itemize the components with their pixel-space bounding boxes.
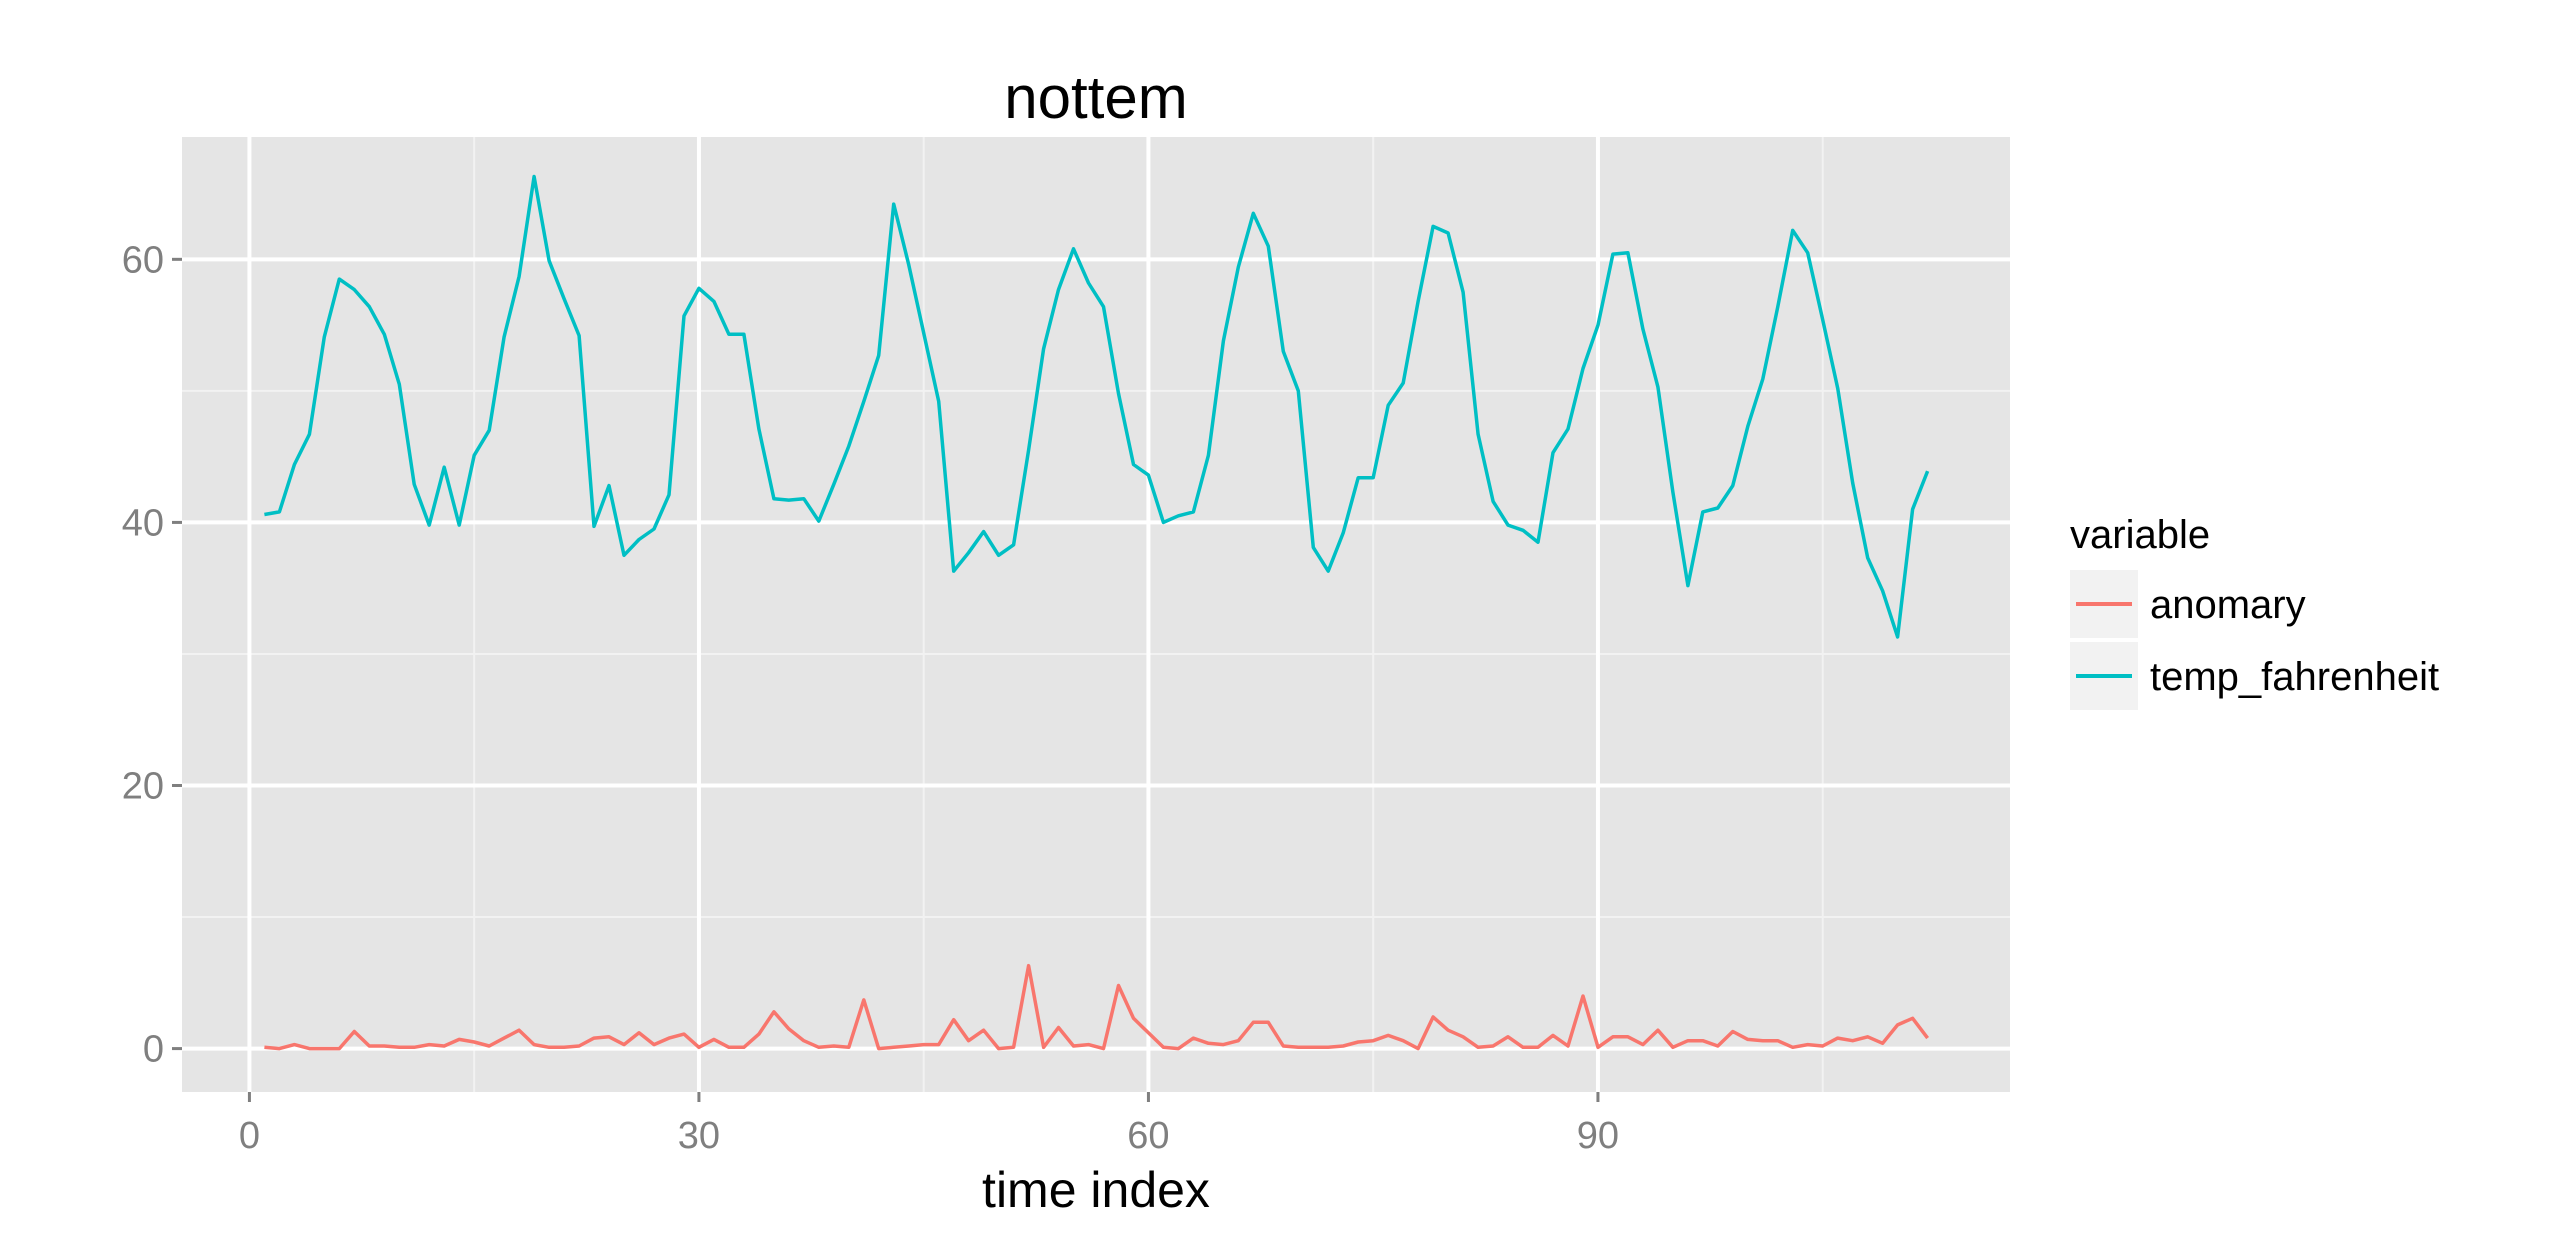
- x-tick-label: 90: [1577, 1115, 1619, 1157]
- y-tick-label: 60: [122, 239, 164, 281]
- x-tick-label: 0: [239, 1115, 260, 1157]
- panel-background: [182, 137, 2010, 1092]
- legend: variable anomary temp_fahrenheit: [2070, 513, 2439, 710]
- legend-label-temp_fahrenheit: temp_fahrenheit: [2150, 655, 2439, 699]
- x-axis: 0 30 60 90: [239, 1092, 1619, 1157]
- x-tick-label: 30: [678, 1115, 720, 1157]
- x-tick-label: 60: [1127, 1115, 1169, 1157]
- legend-title: variable: [2070, 513, 2210, 557]
- legend-label-anomary: anomary: [2150, 583, 2306, 627]
- y-tick-label: 40: [122, 502, 164, 544]
- y-tick-label: 0: [143, 1029, 164, 1071]
- series-line-temp_fahrenheit: [264, 174, 1930, 639]
- series-line-anomary: [264, 963, 1929, 1051]
- y-axis: 0 20 40 60: [122, 239, 182, 1071]
- x-axis-title: time index: [982, 1162, 1210, 1218]
- chart-title: nottem: [1004, 64, 1187, 131]
- major-gridlines: [182, 137, 2010, 1092]
- minor-gridlines: [182, 137, 2010, 1092]
- y-tick-label: 20: [122, 766, 164, 808]
- series-lines: [264, 174, 1930, 1051]
